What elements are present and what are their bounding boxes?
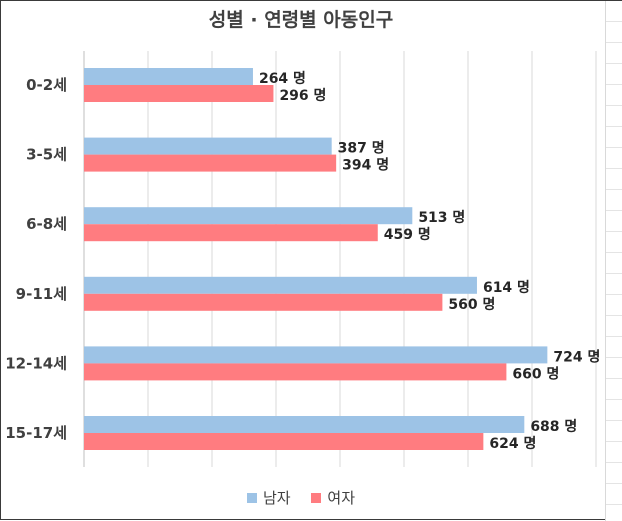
category-label: 0-2세 bbox=[26, 76, 67, 94]
data-label: 560 명 bbox=[448, 296, 495, 313]
bar-female bbox=[84, 154, 337, 172]
data-label: 614 명 bbox=[483, 279, 530, 296]
chart-legend: 남자 여자 bbox=[1, 487, 601, 508]
data-label: 513 명 bbox=[418, 209, 465, 226]
data-label: 296 명 bbox=[279, 87, 326, 104]
legend-swatch-female bbox=[311, 493, 322, 503]
legend-item-female: 여자 bbox=[311, 487, 355, 508]
bar-female bbox=[84, 293, 443, 311]
legend-label-male: 남자 bbox=[263, 489, 291, 507]
bar-male bbox=[84, 346, 548, 364]
legend-label-female: 여자 bbox=[327, 489, 355, 507]
category-label: 9-11세 bbox=[16, 285, 67, 303]
bar-male bbox=[84, 207, 413, 225]
data-label: 264 명 bbox=[259, 70, 306, 87]
bar-female bbox=[84, 224, 378, 242]
category-label: 12-14세 bbox=[5, 354, 67, 372]
bar-female bbox=[84, 85, 274, 102]
bar-male bbox=[84, 137, 332, 155]
spreadsheet-gridline-strip bbox=[605, 1, 622, 521]
category-label: 15-17세 bbox=[5, 424, 67, 442]
bar-male bbox=[84, 416, 525, 433]
data-label: 387 명 bbox=[338, 140, 385, 157]
data-label: 624 명 bbox=[489, 435, 536, 452]
bar-female bbox=[84, 433, 484, 450]
category-label: 6-8세 bbox=[26, 215, 67, 233]
chart-title: 성별 · 연령별 아동인구 bbox=[208, 9, 394, 31]
category-label: 3-5세 bbox=[26, 146, 67, 164]
bar-male bbox=[84, 68, 253, 85]
data-label: 660 명 bbox=[512, 365, 559, 382]
legend-swatch-male bbox=[247, 493, 257, 503]
data-label: 688 명 bbox=[530, 418, 577, 435]
data-label: 459 명 bbox=[384, 226, 431, 243]
data-label: 394 명 bbox=[342, 157, 389, 174]
bar-male bbox=[84, 276, 477, 294]
legend-item-male: 남자 bbox=[247, 487, 291, 508]
data-label: 724 명 bbox=[553, 348, 600, 365]
bar-female bbox=[84, 363, 507, 381]
